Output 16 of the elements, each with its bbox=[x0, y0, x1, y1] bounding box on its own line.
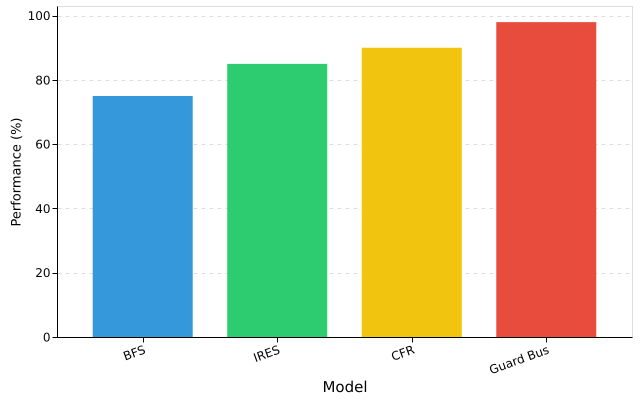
y-tick-label: 60 bbox=[35, 138, 50, 152]
y-tick-label: 0 bbox=[42, 330, 50, 344]
x-tick-label: CFR bbox=[389, 342, 416, 364]
bar bbox=[227, 64, 328, 337]
y-tick-label: 20 bbox=[35, 266, 50, 280]
y-tick-label: 100 bbox=[28, 9, 50, 24]
bar bbox=[496, 22, 596, 337]
bar bbox=[92, 96, 193, 337]
y-tick-label: 40 bbox=[35, 202, 50, 216]
x-tick-label: Guard Bus bbox=[487, 342, 551, 378]
y-axis-title: Performance (%) bbox=[10, 117, 25, 227]
bar bbox=[362, 48, 462, 337]
y-tick-label: 80 bbox=[35, 73, 50, 88]
x-axis-title: Model bbox=[322, 378, 368, 396]
x-tick-label: IRES bbox=[252, 342, 282, 366]
x-tick-label: BFS bbox=[121, 342, 148, 364]
